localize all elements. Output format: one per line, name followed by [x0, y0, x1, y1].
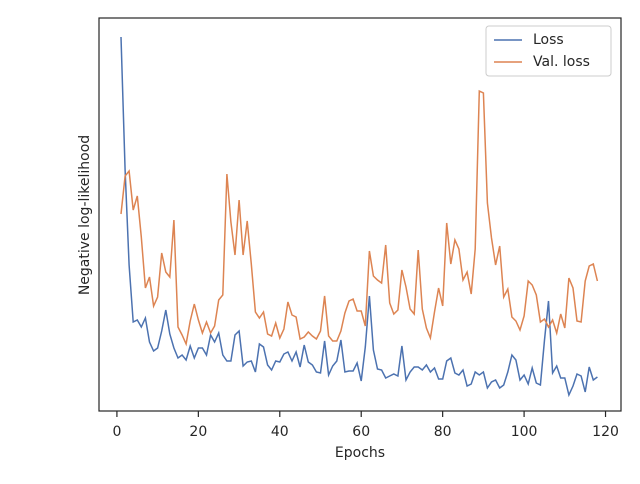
x-tick-label: 80: [434, 424, 452, 440]
x-tick-label: 0: [112, 424, 121, 440]
y-axis-label: Negative log-likelihood: [77, 135, 93, 295]
x-axis-label: Epochs: [335, 445, 385, 461]
series-line: [120, 89, 599, 347]
x-tick-label: 120: [592, 424, 619, 440]
plot-frame: [98, 17, 622, 412]
x-tick-label: 40: [271, 424, 289, 440]
series-line: [120, 36, 598, 398]
x-tick-label: 60: [352, 424, 370, 440]
x-tick-label: 100: [511, 424, 538, 440]
legend-label: Val. loss: [533, 54, 590, 70]
legend-box: [485, 25, 612, 77]
legend-label: Loss: [533, 32, 564, 48]
x-tick-label: 20: [189, 424, 207, 440]
